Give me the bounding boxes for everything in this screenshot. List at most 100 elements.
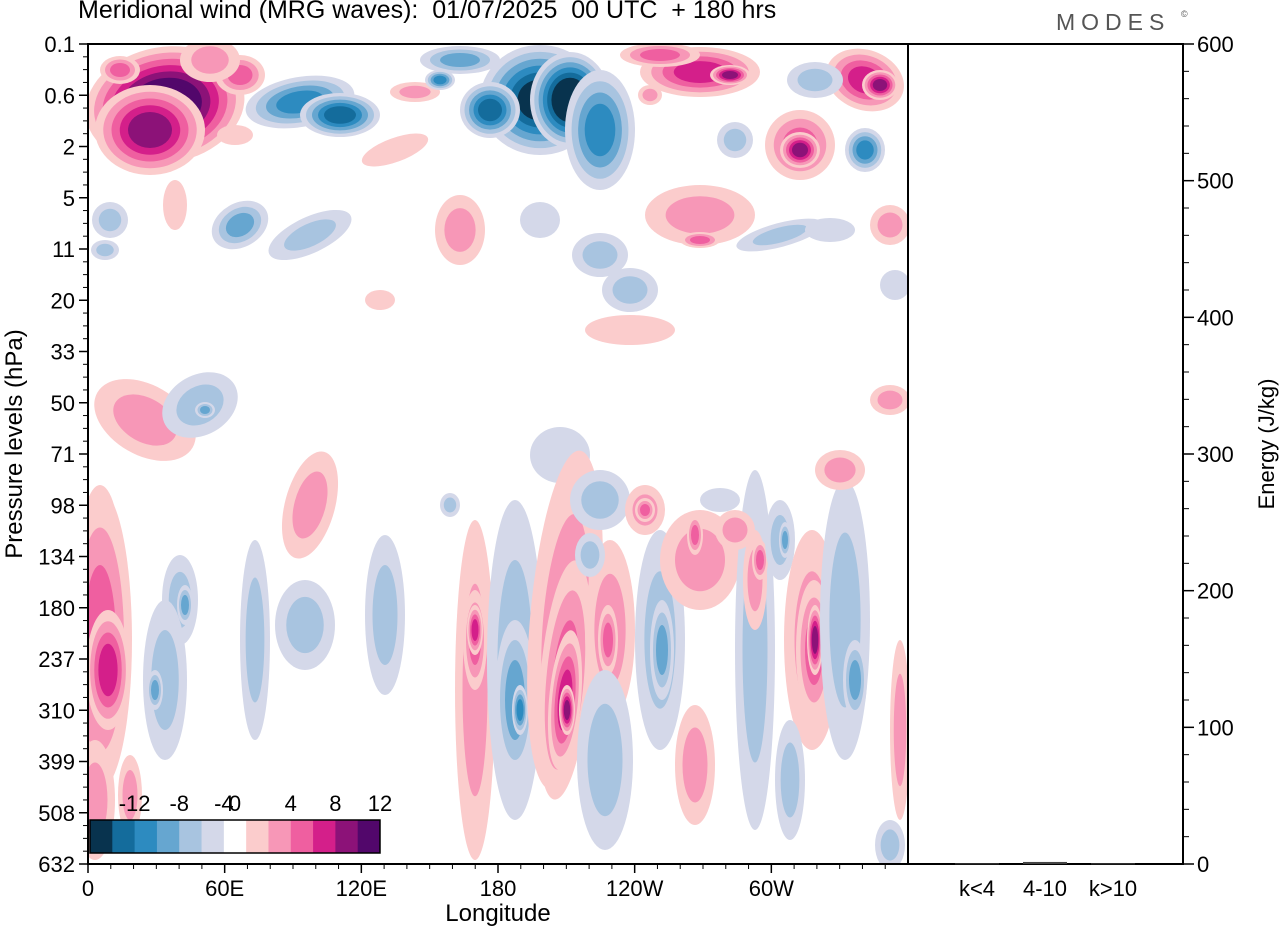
y-tick-label: 11 bbox=[52, 237, 75, 262]
contour-89-2 bbox=[849, 660, 861, 700]
x-axis-label: Longitude bbox=[445, 900, 550, 927]
x-tick-label: 60W bbox=[749, 876, 794, 901]
contour-3-2 bbox=[110, 63, 130, 77]
contour-98-1 bbox=[824, 457, 856, 483]
colorbar-swatch bbox=[223, 820, 247, 853]
colorbar-swatch bbox=[357, 820, 381, 853]
contour-33-1 bbox=[723, 128, 747, 152]
contour-82-2 bbox=[756, 550, 764, 570]
y-tick-label: 310 bbox=[38, 698, 75, 723]
contour-5-0 bbox=[163, 180, 187, 230]
contour-21-3 bbox=[584, 103, 616, 157]
contour-52-3 bbox=[98, 643, 118, 697]
y-tick-label: 2 bbox=[63, 135, 75, 160]
heatmap-contours bbox=[88, 44, 908, 864]
contour-26-1 bbox=[642, 88, 658, 102]
x-tick-label: 120W bbox=[606, 876, 664, 901]
colorbar-swatch bbox=[246, 820, 269, 853]
colorbar-tick-label: 4 bbox=[285, 791, 297, 816]
contour-96-1 bbox=[780, 742, 800, 818]
contour-46-1 bbox=[292, 471, 328, 539]
contour-45-2 bbox=[200, 406, 210, 414]
contour-6-1 bbox=[98, 208, 122, 232]
energy-frame bbox=[907, 43, 1184, 865]
contour-73-2 bbox=[603, 622, 613, 658]
x-tick-label: 0 bbox=[82, 876, 94, 901]
contour-11-1 bbox=[444, 208, 476, 252]
colorbar: -12 -8 -40 4 8 12 bbox=[89, 791, 392, 854]
colorbar-swatch bbox=[112, 820, 136, 853]
colorbar-tick-label: -8 bbox=[169, 791, 189, 816]
contour-74-1 bbox=[587, 703, 623, 817]
contour-59-1 bbox=[286, 596, 324, 654]
contour-84-2 bbox=[782, 531, 788, 549]
y-tick-label: 20 bbox=[51, 288, 75, 313]
energy-tick-label: 100 bbox=[1197, 715, 1234, 740]
contour-55-2 bbox=[181, 595, 189, 615]
colorbar-tick-label: -12 bbox=[119, 791, 151, 816]
y-tick-label: 0.1 bbox=[44, 32, 75, 57]
contour-94-2 bbox=[640, 504, 650, 516]
colorbar-swatch bbox=[268, 820, 292, 853]
contour-60-1 bbox=[372, 565, 398, 665]
contour-67-3 bbox=[516, 699, 524, 721]
contour-25-4 bbox=[722, 71, 738, 79]
contour-8-1 bbox=[96, 243, 114, 257]
x-tick-label: 60E bbox=[205, 876, 244, 901]
y-tick-label: 33 bbox=[51, 340, 75, 365]
colorbar-border bbox=[89, 819, 381, 854]
contour-32-1 bbox=[797, 68, 833, 92]
colorbar-tick-label: 12 bbox=[368, 791, 392, 816]
contour-90-1 bbox=[893, 673, 907, 787]
colorbar-swatch bbox=[313, 820, 336, 853]
contour-7-2 bbox=[225, 212, 255, 238]
y-tick-label: 134 bbox=[38, 545, 75, 570]
contour-76-2 bbox=[656, 625, 668, 675]
y-tick-label: 180 bbox=[38, 596, 75, 621]
y-tick-label: 71 bbox=[51, 442, 75, 467]
contour-64-3 bbox=[471, 619, 479, 641]
colorbar-swatch bbox=[201, 820, 225, 853]
contour-58-1 bbox=[245, 577, 265, 703]
contour-95-1 bbox=[722, 517, 748, 543]
contour-12-0 bbox=[365, 290, 395, 310]
chart-title: Meridional wind (MRG waves): 01/07/2025 … bbox=[78, 0, 777, 24]
contour-13-1 bbox=[284, 219, 336, 251]
y-tick-label: 0.6 bbox=[44, 83, 75, 108]
contour-16-4 bbox=[324, 106, 356, 124]
energy-bar-2 bbox=[1091, 863, 1135, 865]
colorbar-tick-label: -4 bbox=[214, 791, 234, 816]
colorbar-swatch bbox=[134, 820, 158, 853]
energy-tick-label: 400 bbox=[1197, 305, 1234, 330]
y-tick-label: 399 bbox=[38, 750, 75, 775]
contour-10-0 bbox=[361, 133, 429, 167]
contour-78-2 bbox=[691, 525, 699, 545]
contour-99-1 bbox=[443, 497, 457, 513]
y-tick-label: 50 bbox=[51, 391, 75, 416]
logo-mark: © bbox=[1181, 9, 1188, 19]
colorbar-swatch bbox=[90, 820, 113, 853]
contour-36-1 bbox=[665, 196, 735, 234]
contour-97-0 bbox=[700, 488, 740, 512]
energy-tick-label: 600 bbox=[1197, 32, 1234, 57]
colorbar-tick-label: 8 bbox=[329, 791, 341, 816]
energy-bar-1 bbox=[1023, 861, 1067, 864]
y-axis-label: Pressure levels (hPa) bbox=[1, 329, 28, 558]
contour-49-0 bbox=[880, 270, 908, 300]
contour-43-1 bbox=[113, 394, 177, 446]
contour-20-4 bbox=[478, 98, 502, 122]
contour-34-1 bbox=[752, 224, 808, 246]
colorbar-swatch bbox=[290, 820, 314, 853]
contour-17-2 bbox=[440, 53, 480, 67]
contour-9-0 bbox=[217, 125, 253, 145]
axes: 0.1 0.6 2 5 11 20 33 50 71 98 134 180 237 310 399 508 63… bbox=[1, 32, 1279, 927]
x-tick-label: 120E bbox=[336, 876, 387, 901]
energy-axis-label: Energy (J/kg) bbox=[1254, 379, 1279, 510]
energy-tick-label: 200 bbox=[1197, 579, 1234, 604]
contour-35-0 bbox=[805, 218, 855, 242]
contour-100-1 bbox=[580, 541, 600, 569]
contour-14-1 bbox=[399, 85, 431, 99]
contour-53-1 bbox=[88, 762, 108, 838]
y-tick-label: 237 bbox=[38, 647, 75, 672]
y-tick-label: 632 bbox=[38, 852, 75, 877]
